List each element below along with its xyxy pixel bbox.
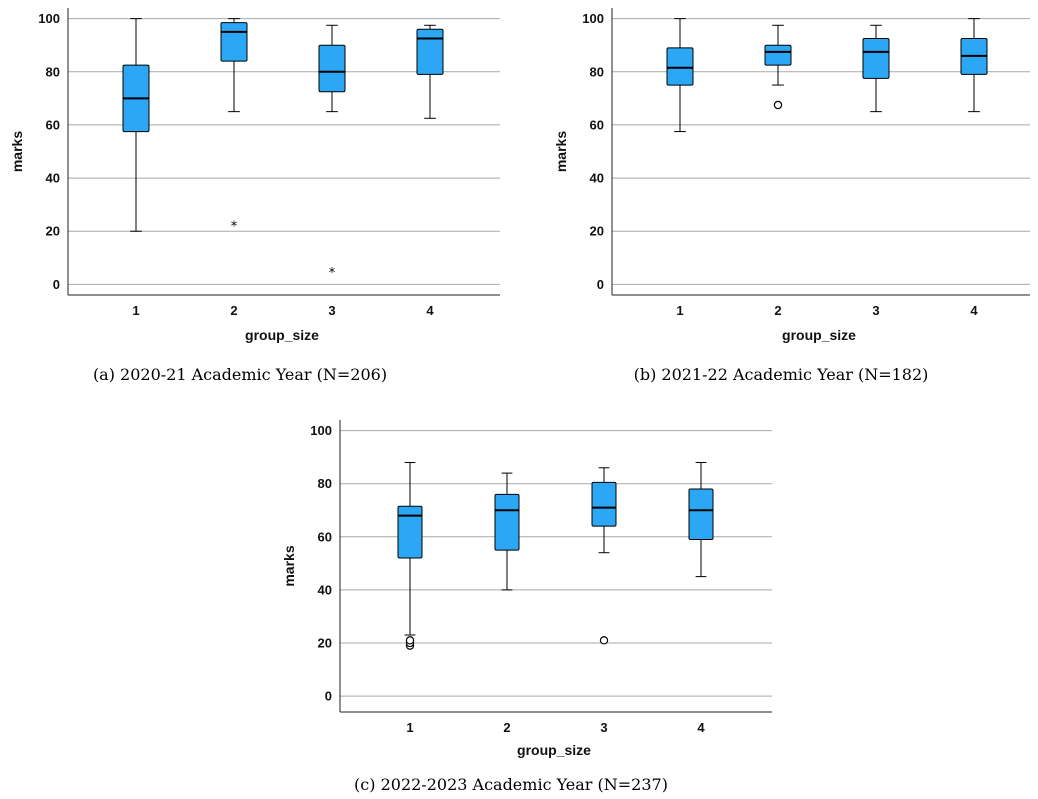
x-tick-label: 3 — [328, 303, 335, 318]
y-tick-label: 60 — [590, 117, 604, 132]
y-tick-label: 80 — [590, 64, 604, 79]
y-tick-label: 40 — [46, 171, 60, 186]
box-iqr — [220, 22, 248, 62]
figure-caption: (a) 2020-21 Academic Year (N=206) — [93, 365, 387, 384]
y-tick-label: 60 — [46, 117, 60, 132]
y-tick-label: 20 — [318, 635, 332, 650]
figure-caption: (b) 2021-22 Academic Year (N=182) — [634, 365, 929, 384]
figure-caption: (c) 2022-2023 Academic Year (N=237) — [354, 775, 668, 794]
outlier-point — [405, 636, 415, 645]
y-tick-label: 40 — [318, 582, 332, 597]
y-axis-label: marks — [281, 545, 297, 586]
y-tick-label: 80 — [46, 64, 60, 79]
box-iqr — [318, 44, 346, 93]
y-tick-label: 100 — [310, 423, 332, 438]
y-tick-label: 100 — [38, 11, 60, 26]
x-tick-label: 4 — [697, 720, 705, 735]
box-iqr — [494, 493, 520, 551]
x-tick-label: 2 — [503, 720, 510, 735]
box-iqr — [688, 488, 714, 540]
x-axis-label: group_size — [245, 327, 319, 343]
box-iqr — [764, 44, 792, 66]
extreme-point: * — [329, 266, 336, 281]
x-axis-label: group_size — [517, 742, 591, 758]
box-iqr — [666, 47, 694, 86]
box-iqr — [862, 38, 890, 79]
x-tick-label: 1 — [406, 720, 413, 735]
box-iqr — [591, 481, 617, 527]
y-tick-label: 0 — [53, 277, 60, 292]
outlier-point — [599, 636, 609, 645]
x-tick-label: 2 — [230, 303, 237, 318]
y-tick-label: 20 — [590, 224, 604, 239]
y-tick-label: 100 — [582, 11, 604, 26]
x-tick-label: 3 — [600, 720, 607, 735]
x-tick-label: 3 — [872, 303, 879, 318]
y-tick-label: 40 — [590, 171, 604, 186]
y-axis-label: marks — [553, 131, 569, 172]
x-tick-label: 1 — [676, 303, 683, 318]
box-iqr — [416, 28, 444, 75]
y-tick-label: 20 — [46, 224, 60, 239]
x-tick-label: 4 — [426, 303, 434, 318]
x-axis-label: group_size — [782, 327, 856, 343]
y-tick-label: 0 — [597, 277, 604, 292]
y-axis-label: marks — [9, 131, 25, 172]
x-tick-label: 2 — [774, 303, 781, 318]
outlier-point — [773, 100, 783, 110]
y-tick-label: 80 — [318, 476, 332, 491]
y-tick-label: 0 — [325, 689, 332, 704]
x-tick-label: 4 — [970, 303, 978, 318]
x-tick-label: 1 — [132, 303, 139, 318]
y-tick-label: 60 — [318, 529, 332, 544]
extreme-point: * — [231, 220, 238, 235]
box-iqr — [397, 505, 423, 559]
